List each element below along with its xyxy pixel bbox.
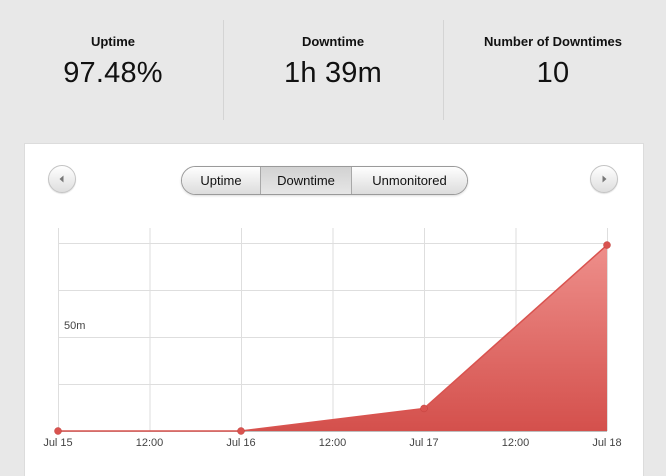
tab-uptime[interactable]: Uptime — [182, 167, 260, 194]
chart-tick-labels: Jul 15 12:00 Jul 16 12:00 Jul 17 12:00 Jul 18 5… — [43, 320, 621, 449]
chart-area-layer — [58, 244, 608, 432]
x-tick-label: 12:00 — [319, 437, 347, 449]
stat-label: Number of Downtimes — [484, 34, 622, 49]
stats-row: Uptime 97.48% Downtime 1h 39m Number of … — [3, 0, 663, 120]
stat-value: 97.48% — [63, 57, 163, 89]
chart-mode-toggle: Uptime Downtime Unmonitored — [181, 166, 468, 195]
data-point — [420, 404, 428, 413]
x-tick-label: Jul 16 — [226, 437, 255, 449]
stat-label: Downtime — [301, 34, 365, 49]
stat-value: 10 — [536, 57, 570, 89]
x-tick-label: 12:00 — [136, 437, 164, 449]
x-tick-label: 12:00 — [502, 437, 530, 449]
tab-unmonitored[interactable]: Unmonitored — [351, 167, 467, 194]
tab-downtime[interactable]: Downtime — [260, 167, 351, 194]
data-point — [237, 427, 245, 435]
prev-period-button[interactable] — [48, 165, 76, 193]
chevron-left-icon — [59, 175, 64, 183]
chevron-right-icon — [602, 175, 607, 183]
stat-uptime: Uptime 97.48% — [3, 0, 223, 120]
data-point — [603, 241, 611, 249]
x-tick-label: Jul 17 — [409, 437, 438, 449]
stat-downtime: Downtime 1h 39m — [223, 0, 443, 120]
next-period-button[interactable] — [590, 165, 618, 193]
data-point — [54, 427, 62, 435]
x-tick-label: Jul 15 — [43, 437, 72, 449]
stat-number-of-downtimes: Number of Downtimes 10 — [443, 0, 663, 120]
stat-label: Uptime — [90, 34, 136, 49]
chart-points — [54, 241, 611, 435]
stat-value: 1h 39m — [284, 57, 382, 89]
downtime-line — [58, 244, 608, 432]
y-tick-label: 50m — [64, 320, 85, 332]
downtime-area — [58, 245, 607, 431]
x-tick-label: Jul 18 — [592, 437, 621, 449]
